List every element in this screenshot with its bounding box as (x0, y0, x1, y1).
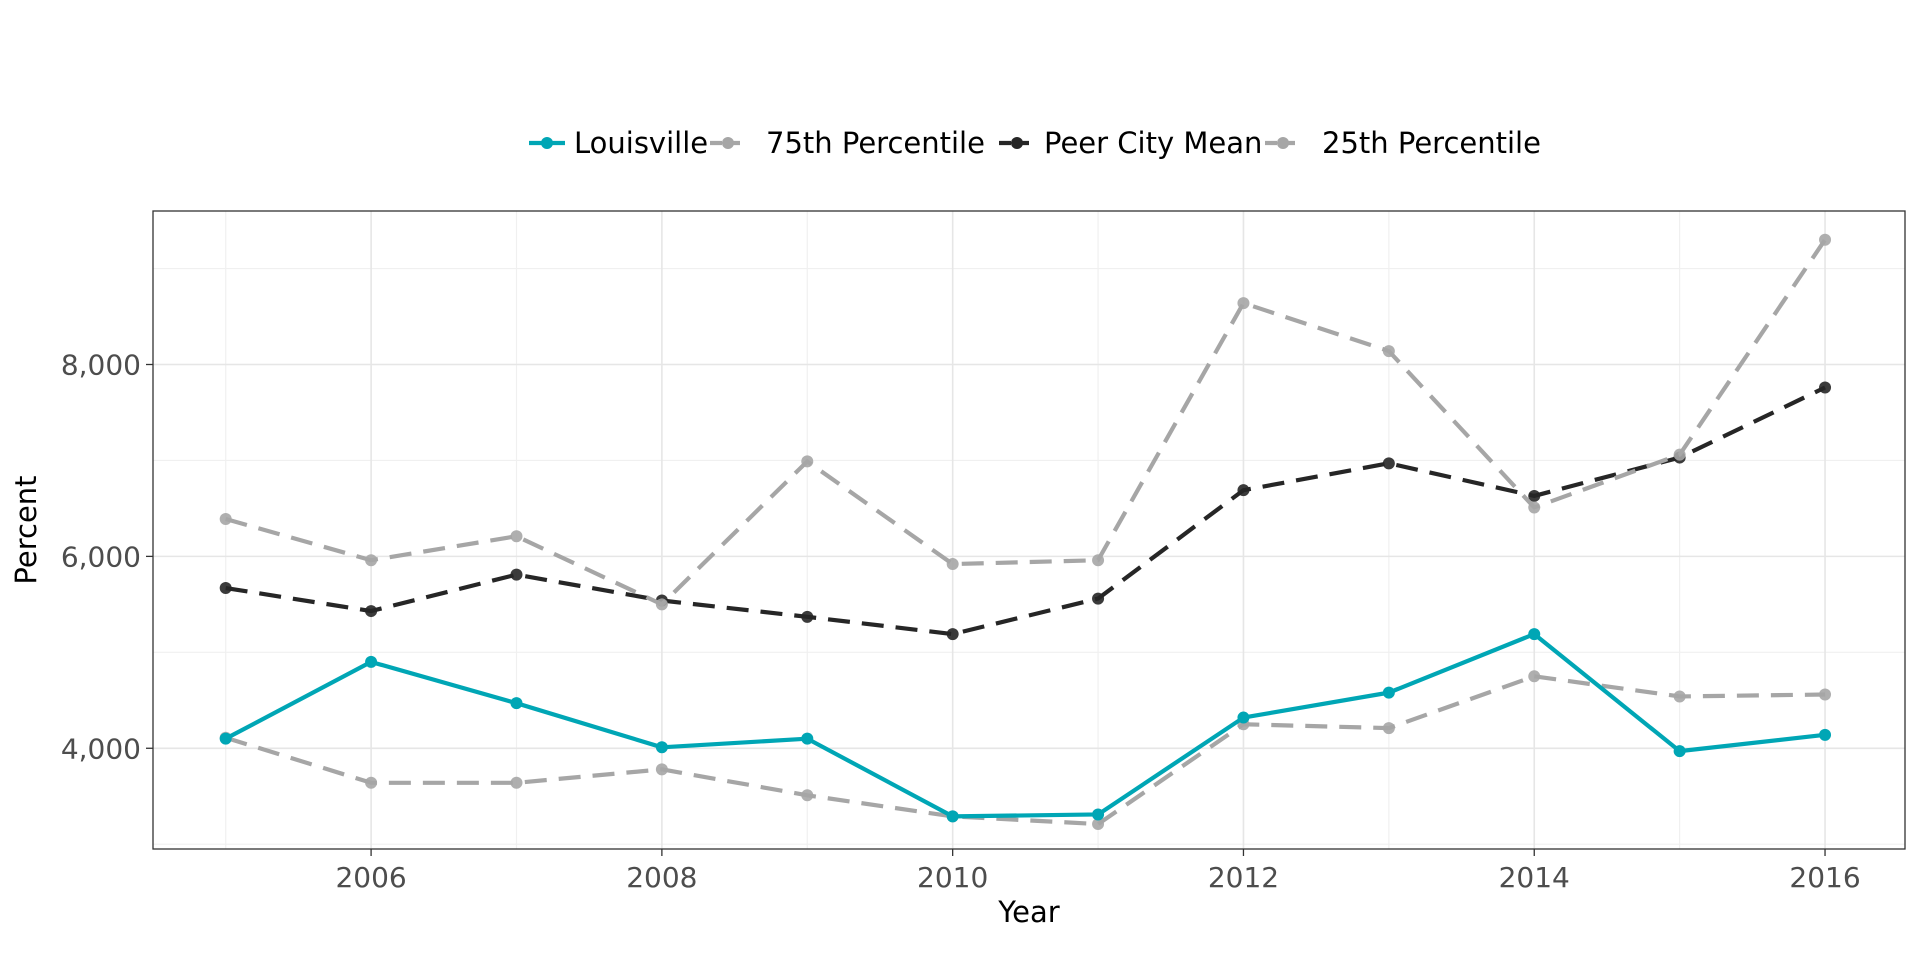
data-point-peer-city-mean (1382, 457, 1395, 470)
series-peer-city-mean (219, 381, 1832, 641)
plot-panel-border (152, 210, 1906, 850)
data-point-peer-city-mean (510, 568, 523, 581)
series-layer (219, 233, 1832, 831)
data-point-75th-percentile (1673, 448, 1686, 461)
data-point-25th-percentile (1673, 690, 1686, 703)
x-axis: 2006 2008 2010 2012 2014 2016 (335, 849, 1861, 894)
legend-key-point (722, 137, 734, 149)
series-line-louisville (224, 631, 1826, 819)
data-point-25th-percentile (801, 789, 814, 802)
data-point-75th-percentile (1382, 345, 1395, 358)
data-point-75th-percentile (510, 530, 523, 543)
x-tick-label: 2016 (1789, 861, 1860, 894)
x-axis-title: Year (997, 895, 1059, 929)
data-point-louisville (946, 810, 959, 823)
data-point-75th-percentile (1819, 233, 1832, 246)
series-line-25th-percentile (225, 674, 1826, 827)
data-point-75th-percentile (801, 455, 814, 468)
data-point-peer-city-mean (219, 582, 232, 595)
legend-key-point (1277, 137, 1289, 149)
data-point-louisville (1092, 808, 1105, 821)
x-tick-label: 2006 (335, 861, 406, 894)
data-point-peer-city-mean (801, 610, 814, 623)
data-point-louisville (655, 741, 668, 754)
data-point-25th-percentile (510, 776, 523, 789)
data-point-25th-percentile (365, 776, 378, 789)
legend-item-25th-percentile: 25th Percentile (1265, 126, 1541, 160)
y-tick-label: 4,000 (61, 732, 141, 765)
x-tick-label: 2010 (917, 861, 988, 894)
y-tick-label: 8,000 (61, 349, 141, 382)
series-line-peer-city-mean (225, 385, 1826, 637)
x-tick-label: 2008 (626, 861, 697, 894)
x-tick-label: 2014 (1499, 861, 1570, 894)
data-point-peer-city-mean (1237, 484, 1250, 497)
legend-key-point (541, 137, 553, 149)
data-point-25th-percentile (655, 763, 668, 776)
legend-item-75th-percentile: 75th Percentile (710, 126, 985, 160)
data-point-louisville (1382, 686, 1395, 699)
legend-key-point (1011, 137, 1023, 149)
data-point-louisville (1673, 745, 1686, 758)
data-point-75th-percentile (219, 512, 232, 525)
y-axis: 4,000 6,000 8,000 (61, 349, 153, 765)
series-75th-percentile (219, 233, 1832, 611)
data-point-louisville (365, 655, 378, 668)
data-point-peer-city-mean (1528, 489, 1541, 502)
legend-item-louisville: Louisville (529, 126, 708, 160)
data-point-louisville (1237, 711, 1250, 724)
x-tick-label: 2012 (1208, 861, 1279, 894)
data-point-25th-percentile (1382, 722, 1395, 735)
y-tick-label: 6,000 (61, 540, 141, 573)
data-point-75th-percentile (1237, 297, 1250, 310)
data-point-peer-city-mean (365, 605, 378, 618)
data-point-louisville (801, 732, 814, 745)
data-point-louisville (1528, 628, 1541, 641)
legend-item-peer-city-mean: Peer City Mean (999, 126, 1262, 160)
data-point-25th-percentile (1092, 818, 1105, 831)
series-line-75th-percentile (225, 238, 1827, 607)
legend-label: Peer City Mean (1044, 126, 1262, 160)
data-point-25th-percentile (1819, 688, 1832, 701)
data-point-75th-percentile (365, 554, 378, 567)
data-point-75th-percentile (1092, 554, 1105, 567)
data-point-75th-percentile (655, 598, 668, 611)
data-point-louisville (510, 697, 523, 710)
y-axis-title: Percent (9, 475, 43, 584)
legend-label: Louisville (574, 126, 708, 160)
legend: Louisville 75th Percentile Peer City Mean 2… (529, 126, 1541, 160)
data-point-louisville (219, 732, 232, 745)
legend-label: 25th Percentile (1322, 126, 1541, 160)
minor-gridlines (153, 211, 1905, 849)
series-25th-percentile (219, 670, 1832, 831)
data-point-75th-percentile (1528, 501, 1541, 514)
data-point-25th-percentile (1528, 670, 1541, 683)
legend-label: 75th Percentile (766, 126, 985, 160)
data-point-peer-city-mean (946, 628, 959, 641)
data-point-75th-percentile (946, 558, 959, 571)
data-point-louisville (1819, 728, 1832, 741)
data-point-peer-city-mean (1819, 381, 1832, 394)
series-louisville (219, 628, 1832, 823)
data-point-peer-city-mean (1092, 592, 1105, 605)
major-gridlines (153, 211, 1905, 849)
